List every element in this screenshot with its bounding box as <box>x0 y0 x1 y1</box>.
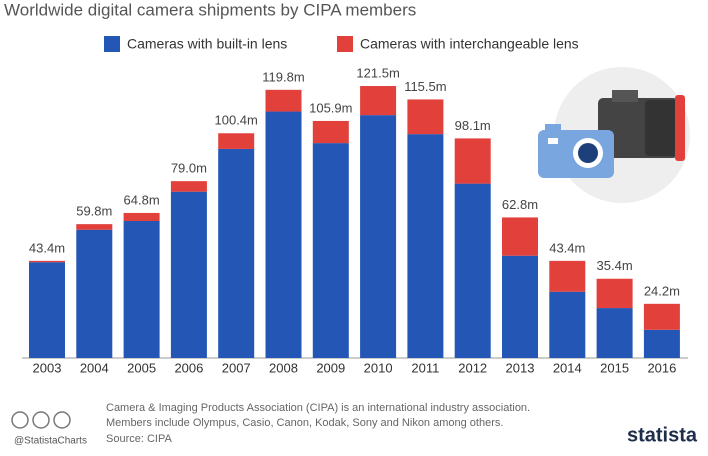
x-tick-label: 2004 <box>80 360 109 375</box>
bar-segment <box>549 260 586 292</box>
total-label: 79.0m <box>171 161 207 176</box>
bar-segment <box>312 120 349 144</box>
bar-segment <box>123 212 160 222</box>
legend-swatch <box>104 36 120 52</box>
x-tick-label: 2010 <box>364 360 393 375</box>
total-label: 59.8m <box>76 204 112 219</box>
bar-segment <box>170 181 207 192</box>
total-label: 105.9m <box>309 100 352 115</box>
bar-segment <box>407 99 444 135</box>
bar-segment <box>596 308 633 358</box>
x-tick-label: 2005 <box>127 360 156 375</box>
x-tick-label: 2012 <box>458 360 487 375</box>
footer: @StatistaCharts Camera & Imaging Product… <box>11 402 698 447</box>
handle: @StatistaCharts <box>14 436 87 447</box>
x-tick-label: 2007 <box>222 360 251 375</box>
bar-segment <box>123 221 160 358</box>
x-tick-label: 2016 <box>647 360 676 375</box>
legend-label: Cameras with built-in lens <box>127 36 287 52</box>
bar-segment <box>360 86 397 116</box>
total-label: 121.5m <box>356 65 399 80</box>
bar-segment <box>312 143 349 358</box>
x-tick-label: 2008 <box>269 360 298 375</box>
legend-label: Cameras with interchangeable lens <box>360 36 579 52</box>
x-tick-label: 2015 <box>600 360 629 375</box>
total-label: 24.2m <box>644 283 680 298</box>
camera-illustration <box>538 67 690 203</box>
total-label: 43.4m <box>29 240 65 255</box>
bar-segment <box>170 191 207 358</box>
total-label: 62.8m <box>502 197 538 212</box>
x-tick-label: 2006 <box>174 360 203 375</box>
x-tick-label: 2013 <box>506 360 535 375</box>
legend-swatch <box>337 36 353 52</box>
bar-segment <box>265 89 302 112</box>
chart-title: Worldwide digital camera shipments by CI… <box>4 0 416 19</box>
bar-segment <box>454 138 491 184</box>
footnote: Members include Olympus, Casio, Canon, K… <box>106 417 503 429</box>
bar-segment <box>76 229 113 358</box>
footnote: Camera & Imaging Products Association (C… <box>106 402 530 414</box>
x-tick-label: 2009 <box>316 360 345 375</box>
bar-segment <box>29 262 65 358</box>
x-tick-label: 2003 <box>33 360 62 375</box>
bar-segment <box>549 291 586 358</box>
bar-segment <box>29 260 65 263</box>
bar-segment <box>643 329 680 358</box>
bar-segment <box>360 115 397 358</box>
bar-segment <box>265 111 302 359</box>
bar-segment <box>218 133 255 149</box>
bar-segment <box>596 278 633 309</box>
brand: statista <box>627 424 698 446</box>
bar-segment <box>76 224 113 230</box>
total-label: 64.8m <box>124 192 160 207</box>
bar-segment <box>218 148 255 358</box>
legend: Cameras with built-in lens Cameras with i… <box>104 36 579 52</box>
x-tick-label: 2014 <box>553 360 582 375</box>
source: Source: CIPA <box>106 433 172 445</box>
total-label: 43.4m <box>549 240 585 255</box>
total-label: 119.8m <box>262 69 304 84</box>
bar-segment <box>502 217 538 256</box>
bar-segment <box>407 134 444 358</box>
bar-segment <box>643 303 680 330</box>
total-label: 100.4m <box>215 113 258 128</box>
total-label: 115.5m <box>404 79 446 94</box>
total-label: 35.4m <box>597 258 633 273</box>
total-label: 98.1m <box>455 118 491 133</box>
bar-segment <box>502 255 538 358</box>
bar-segment <box>454 183 491 358</box>
x-tick-label: 2011 <box>411 360 439 375</box>
